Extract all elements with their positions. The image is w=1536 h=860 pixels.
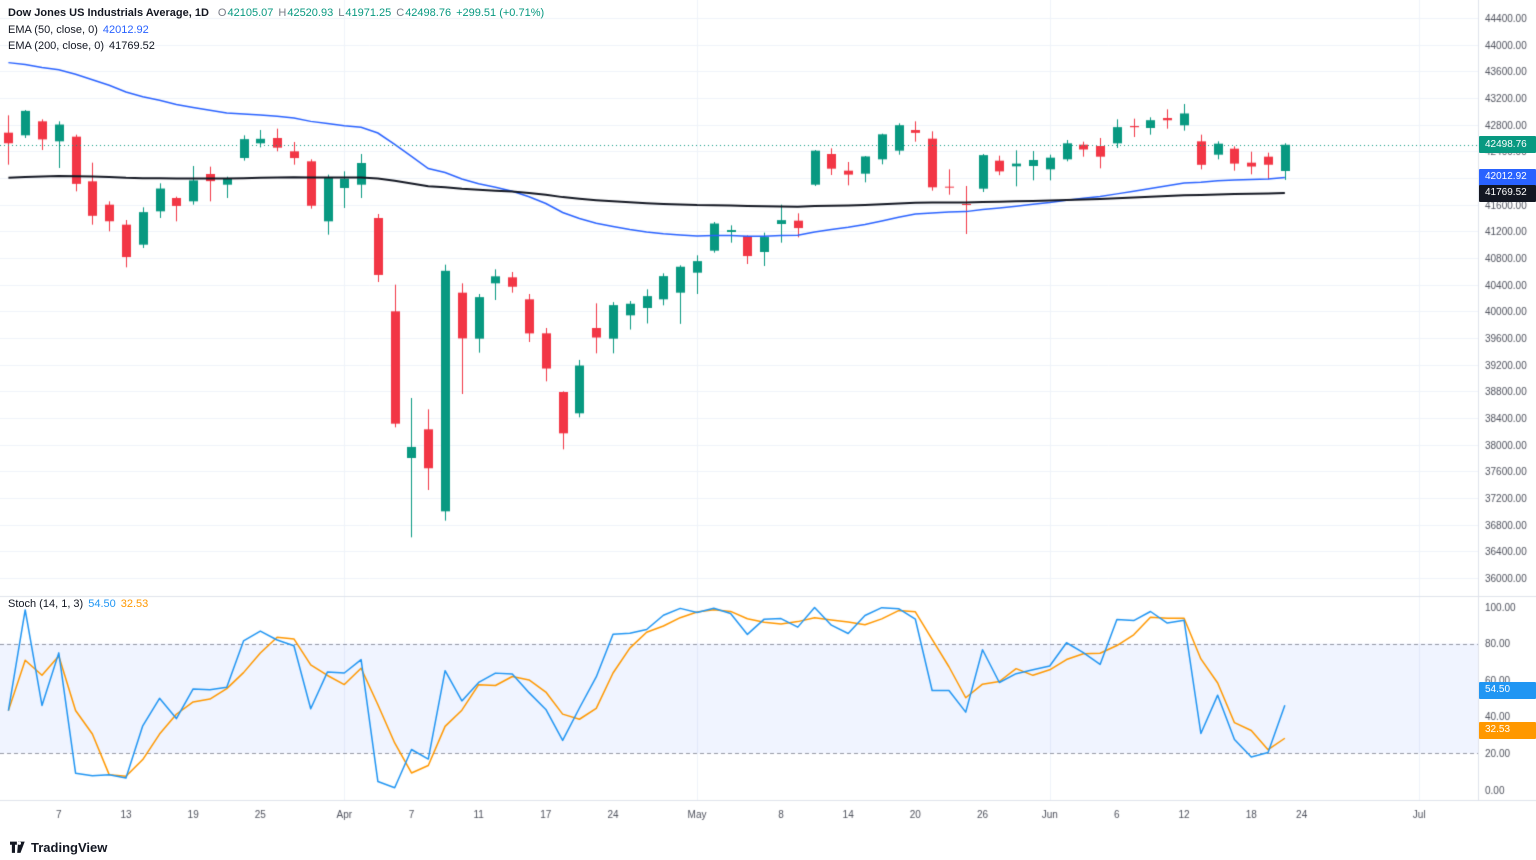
- ohlc-low: L 41971.25: [338, 7, 392, 19]
- stoch-legend-row[interactable]: Stoch (14, 1, 3) 54.50 32.53: [8, 598, 148, 610]
- attribution-text: TradingView: [31, 840, 108, 855]
- ema200-price-badge: 41769.52: [1479, 184, 1536, 202]
- ema50-label: EMA (50, close, 0): [8, 24, 98, 36]
- ema200-legend-row[interactable]: EMA (200, close, 0) 41769.52: [8, 40, 155, 52]
- ema50-price-badge: 42012.92: [1479, 168, 1536, 186]
- stoch-d-value: 32.53: [120, 598, 149, 610]
- ema50-legend-row[interactable]: EMA (50, close, 0) 42012.92: [8, 24, 149, 36]
- ohlc-close: C 42498.76: [396, 7, 452, 19]
- change-value: +299.51 (+0.71%): [456, 7, 545, 19]
- ema200-label: EMA (200, close, 0): [8, 40, 104, 52]
- stoch-k-value: 54.50: [88, 598, 116, 610]
- tradingview-logo-icon: [10, 841, 25, 853]
- last-price-badge: 42498.76: [1479, 136, 1536, 154]
- ema50-value: 42012.92: [102, 24, 149, 36]
- stoch-label: Stoch (14, 1, 3): [8, 598, 84, 610]
- stoch-d-badge: 32.53: [1479, 721, 1536, 739]
- stoch-k-badge: 54.50: [1479, 681, 1536, 699]
- symbol-title: Dow Jones US Industrials Average, 1D: [8, 7, 209, 19]
- tradingview-attribution[interactable]: TradingView: [10, 840, 107, 855]
- ema200-value: 41769.52: [109, 40, 155, 52]
- ohlc-open: O 42105.07: [217, 7, 274, 19]
- symbol-legend-row[interactable]: Dow Jones US Industrials Average, 1D O 42…: [8, 7, 544, 19]
- ohlc-high: H 42520.93: [278, 7, 334, 19]
